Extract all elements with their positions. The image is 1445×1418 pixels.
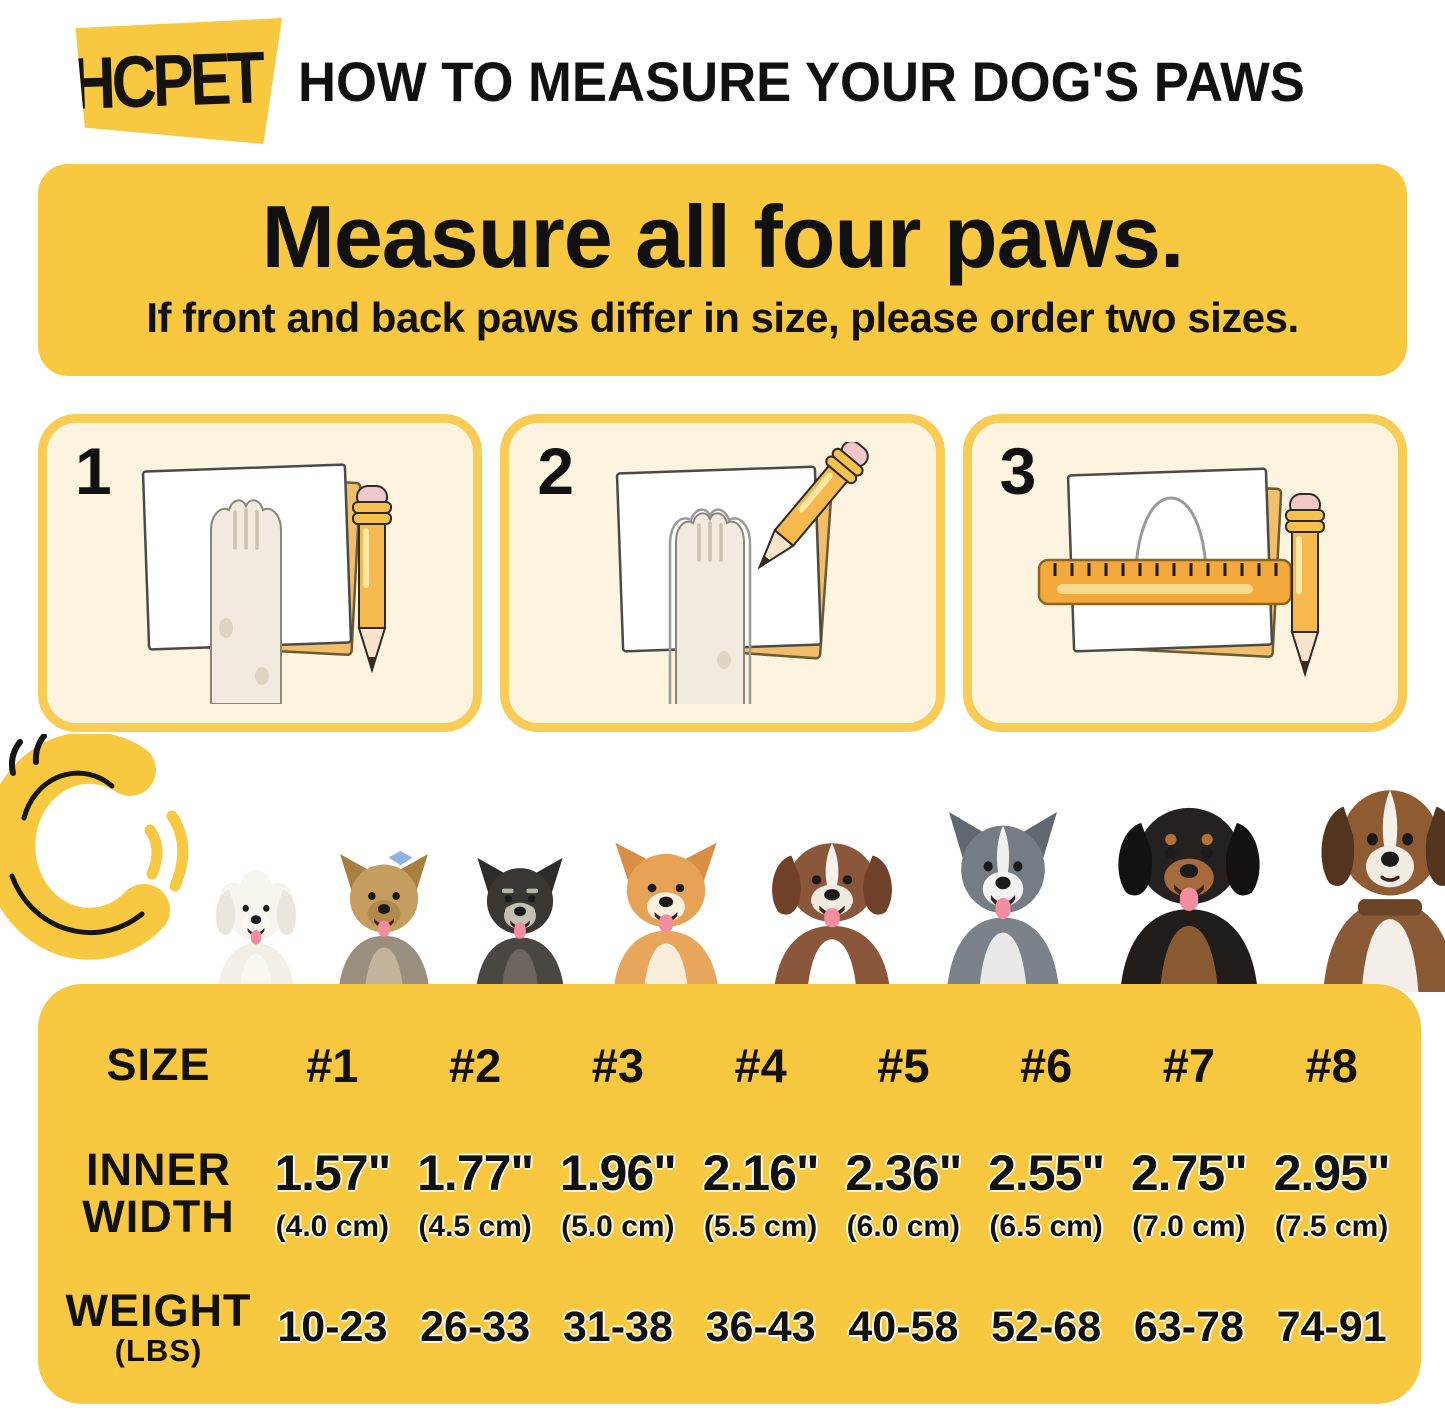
hcpet-logo: HCPET — [50, 18, 282, 144]
alaskan-malamute-icon — [946, 811, 1060, 992]
step-3-number: 3 — [999, 433, 1037, 508]
inner-width-inches: 1.77" — [417, 1144, 534, 1201]
inner-width-cm: (4.5 cm) — [418, 1209, 532, 1243]
size-value: #8 — [1305, 1039, 1358, 1093]
size-row-label: SIZE — [106, 1039, 211, 1091]
inner-width-cm: (6.0 cm) — [846, 1209, 961, 1243]
weight-label-line2: (LBS) — [114, 1333, 203, 1369]
inner-width-cell: 2.36" (6.0 cm) — [832, 1144, 975, 1244]
swoosh-decoration — [0, 733, 189, 960]
pencil-icon — [757, 441, 870, 570]
inner-width-cell: 2.75" (7.0 cm) — [1118, 1144, 1261, 1244]
inner-width-cm: (5.0 cm) — [561, 1209, 675, 1243]
size-table: SIZE #1 #2 #3 #4 #5 #6 #7 #8 INNER WIDTH 1.57" (4.0 … — [38, 983, 1421, 1404]
size-value: #5 — [877, 1039, 930, 1093]
inner-width-cm: (7.0 cm) — [1132, 1209, 1246, 1243]
weight-value: 10-23 — [277, 1303, 388, 1352]
miniature-schnauzer-icon — [475, 857, 565, 992]
logo-background-shape: HCPET — [69, 18, 282, 144]
weight-value: 36-43 — [705, 1303, 816, 1352]
pencil-icon — [1284, 492, 1325, 678]
step-panel-2: 2 — [500, 413, 945, 732]
pencil-icon — [352, 484, 393, 674]
inner-width-cell: 1.57" (4.0 cm) — [261, 1144, 404, 1244]
step-1-number: 1 — [75, 433, 112, 508]
size-value: #2 — [448, 1039, 502, 1093]
banner-subheading: If front and back paws differ in size, p… — [146, 293, 1299, 341]
weight-value: 31-38 — [562, 1303, 673, 1352]
size-value: #7 — [1162, 1039, 1216, 1093]
inner-width-cell: 2.95" (7.5 cm) — [1260, 1144, 1403, 1244]
paw-on-paper-icon — [141, 463, 393, 704]
instruction-banner: Measure all four paws. If front and back… — [38, 164, 1407, 376]
inner-width-label-line2: WIDTH — [82, 1190, 235, 1242]
ruler-measure-icon — [1037, 467, 1325, 678]
dog-shiba-inu — [590, 835, 742, 992]
size-value: #6 — [1019, 1039, 1073, 1093]
saint-bernard-icon — [1321, 789, 1445, 992]
dog-rottweiler — [1090, 783, 1288, 992]
logo-text: HCPET — [69, 36, 263, 126]
inner-width-cm: (5.5 cm) — [703, 1209, 818, 1243]
inner-width-inches: 1.96" — [559, 1144, 677, 1201]
inner-width-cell: 1.77" (4.5 cm) — [404, 1144, 547, 1244]
inner-width-inches: 2.95" — [1273, 1144, 1391, 1201]
weight-value: 40-58 — [848, 1303, 959, 1352]
dog-alaskan-malamute — [922, 803, 1084, 992]
size-value: #1 — [306, 1039, 359, 1093]
inner-width-cm: (7.5 cm) — [1274, 1209, 1389, 1243]
weight-value: 74-91 — [1276, 1303, 1387, 1352]
inner-width-row-label: INNER WIDTH — [56, 1143, 261, 1242]
weight-row-label: WEIGHT (LBS) — [56, 1285, 261, 1369]
dog-lineup — [200, 763, 1445, 992]
banner-heading: Measure all four paws. — [261, 187, 1185, 286]
inner-width-inches: 1.57" — [274, 1144, 391, 1201]
weight-value: 52-68 — [991, 1303, 1102, 1352]
inner-width-cell: 2.16" (5.5 cm) — [689, 1144, 832, 1244]
step-panel-3: 3 — [962, 413, 1407, 732]
inner-width-inches: 2.55" — [988, 1144, 1105, 1201]
shiba-inu-icon — [613, 842, 719, 992]
step-panel-1: 1 — [38, 413, 483, 732]
inner-width-cm: (4.0 cm) — [275, 1209, 390, 1243]
inner-width-label-line1: INNER — [85, 1143, 231, 1195]
inner-width-inches: 2.75" — [1130, 1144, 1248, 1201]
yorkshire-terrier-icon — [338, 850, 430, 992]
steps-row: 1 — [38, 413, 1407, 732]
dog-australian-shepherd — [748, 823, 916, 992]
dog-yorkshire-terrier — [318, 847, 450, 992]
dog-saint-bernard — [1294, 763, 1445, 992]
dogs-row — [0, 732, 1445, 992]
inner-width-cell: 1.96" (5.0 cm) — [547, 1144, 690, 1244]
header: HCPET HOW TO MEASURE YOUR DOG'S PAWS — [0, 0, 1445, 148]
inner-width-cm: (6.5 cm) — [989, 1209, 1103, 1243]
size-value: #4 — [734, 1039, 787, 1093]
weight-value: 26-33 — [420, 1303, 531, 1352]
dog-miniature-schnauzer — [456, 851, 584, 992]
weight-label-line1: WEIGHT — [65, 1285, 252, 1337]
step-2-number: 2 — [537, 433, 575, 508]
size-table-grid: SIZE #1 #2 #3 #4 #5 #6 #7 #8 INNER WIDTH 1.57" (4.0 … — [56, 1014, 1403, 1380]
inner-width-inches: 2.16" — [702, 1144, 820, 1201]
weight-value: 63-78 — [1133, 1303, 1244, 1352]
ruler-icon — [1037, 558, 1293, 605]
dog-bichon-frise — [200, 865, 312, 992]
rottweiler-icon — [1118, 807, 1260, 992]
inner-width-cell: 2.55" (6.5 cm) — [975, 1144, 1118, 1244]
trace-paw-icon — [616, 441, 870, 704]
size-value: #3 — [591, 1039, 645, 1093]
page-title: HOW TO MEASURE YOUR DOG'S PAWS — [298, 49, 1305, 113]
bichon-frise-icon — [216, 869, 296, 992]
inner-width-inches: 2.36" — [845, 1144, 962, 1201]
australian-shepherd-icon — [772, 843, 892, 992]
